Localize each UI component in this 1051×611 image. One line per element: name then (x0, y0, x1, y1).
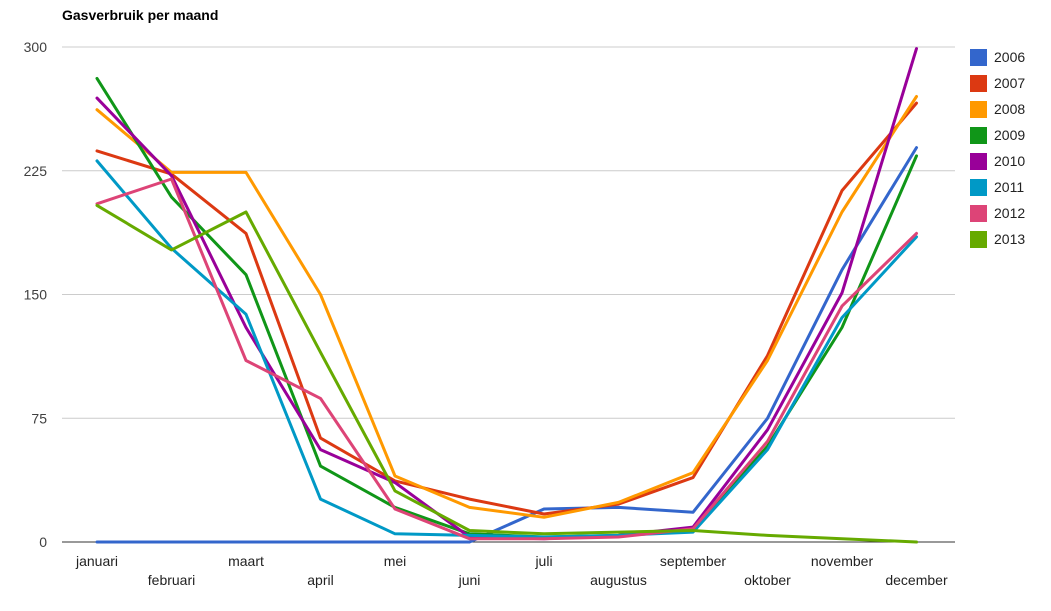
x-axis-label-januari: januari (75, 553, 118, 569)
series-line-2007[interactable] (95, 101, 918, 516)
series-line-2008[interactable] (95, 95, 918, 519)
x-axis-label-mei: mei (384, 553, 407, 569)
x-axis-label-november: november (811, 553, 874, 569)
legend-item-2006[interactable]: 2006 (970, 49, 1025, 66)
x-axis-label-september: september (660, 553, 726, 569)
x-axis-label-februari: februari (148, 572, 195, 588)
legend: 2006 2007 2008 2009 2010 2011 2012 2013 (970, 49, 1025, 257)
chart-title: Gasverbruik per maand (62, 7, 219, 23)
legend-label: 2012 (994, 205, 1026, 221)
legend-item-2013[interactable]: 2013 (970, 231, 1025, 248)
x-axis-label-maart: maart (228, 553, 264, 569)
x-axis-label-augustus: augustus (590, 572, 647, 588)
series-line-2011[interactable] (95, 159, 918, 539)
legend-swatch-icon (970, 231, 987, 248)
legend-label: 2011 (994, 179, 1025, 195)
legend-label: 2008 (994, 101, 1026, 117)
legend-swatch-icon (970, 153, 987, 170)
legend-item-2011[interactable]: 2011 (970, 179, 1025, 196)
legend-label: 2007 (994, 75, 1026, 91)
legend-swatch-icon (970, 205, 987, 222)
x-axis-label-juli: juli (534, 553, 552, 569)
x-axis-label-april: april (307, 572, 333, 588)
legend-label: 2013 (994, 231, 1026, 247)
legend-item-2009[interactable]: 2009 (970, 127, 1025, 144)
y-axis-label: 0 (39, 534, 47, 550)
x-axis-label-juni: juni (458, 572, 481, 588)
legend-item-2008[interactable]: 2008 (970, 101, 1025, 118)
y-axis-label: 75 (31, 410, 47, 426)
legend-item-2007[interactable]: 2007 (970, 75, 1025, 92)
legend-swatch-icon (970, 127, 987, 144)
series-line-2013[interactable] (95, 203, 918, 544)
legend-item-2010[interactable]: 2010 (970, 153, 1025, 170)
y-axis-label: 150 (24, 287, 48, 303)
series-line-2006[interactable] (95, 146, 918, 544)
x-axis-label-december: december (885, 572, 948, 588)
legend-swatch-icon (970, 179, 987, 196)
legend-label: 2009 (994, 127, 1026, 143)
y-axis-label: 300 (24, 39, 48, 55)
legend-swatch-icon (970, 49, 987, 66)
series-line-2012[interactable] (95, 177, 918, 541)
legend-swatch-icon (970, 101, 987, 118)
legend-swatch-icon (970, 75, 987, 92)
legend-item-2012[interactable]: 2012 (970, 205, 1025, 222)
y-axis-label: 225 (24, 163, 48, 179)
x-axis-label-oktober: oktober (744, 572, 791, 588)
legend-label: 2006 (994, 49, 1026, 65)
legend-label: 2010 (994, 153, 1026, 169)
